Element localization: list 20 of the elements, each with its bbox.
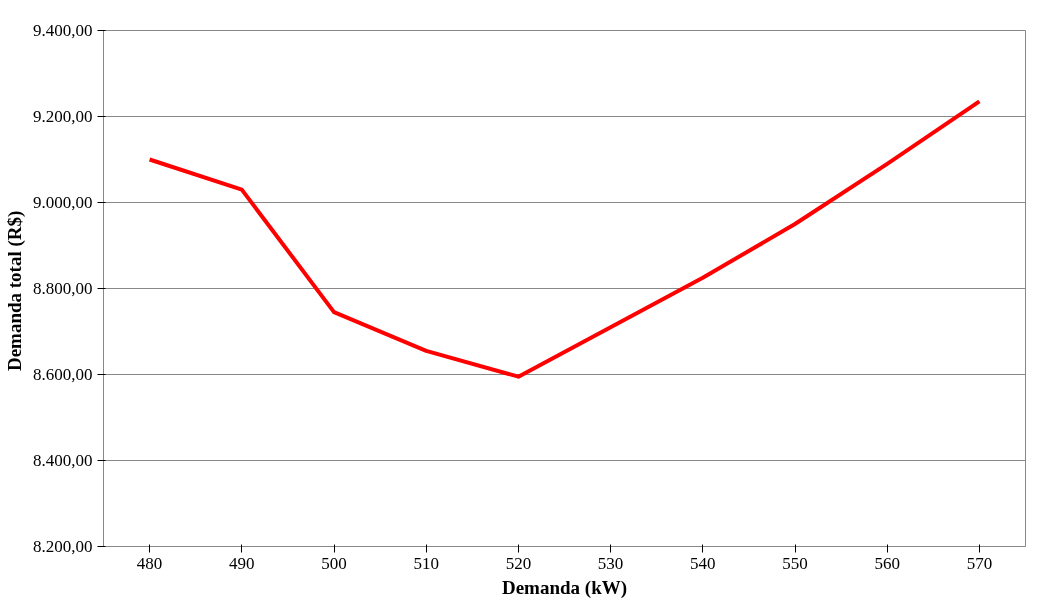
x-axis-title: Demanda (kW) <box>501 576 628 599</box>
x-tick-label: 570 <box>966 553 993 573</box>
y-tick-label: 9.000,00 <box>33 193 93 212</box>
y-tick-label: 8.600,00 <box>33 365 93 384</box>
line-series <box>147 99 982 379</box>
x-tick-label: 550 <box>782 553 808 573</box>
x-tick-label: 530 <box>597 553 624 573</box>
x-tick-label: 490 <box>229 553 255 573</box>
y-tick-label: 8.400,00 <box>33 451 93 470</box>
x-tick-label: 540 <box>690 553 716 573</box>
y-tick-label: 8.800,00 <box>33 279 93 298</box>
y-tick-label: 9.400,00 <box>33 21 93 40</box>
x-tick-label: 560 <box>874 553 900 573</box>
x-tick-label: 480 <box>136 553 163 573</box>
y-tick-label: 8.200,00 <box>33 537 93 556</box>
y-axis-title: Demanda total (R$) <box>4 210 26 372</box>
x-tick-label: 500 <box>321 553 347 573</box>
y-tick-label: 9.200,00 <box>33 107 93 126</box>
x-tick-label: 510 <box>413 553 439 573</box>
x-tick-label: 520 <box>505 553 532 573</box>
